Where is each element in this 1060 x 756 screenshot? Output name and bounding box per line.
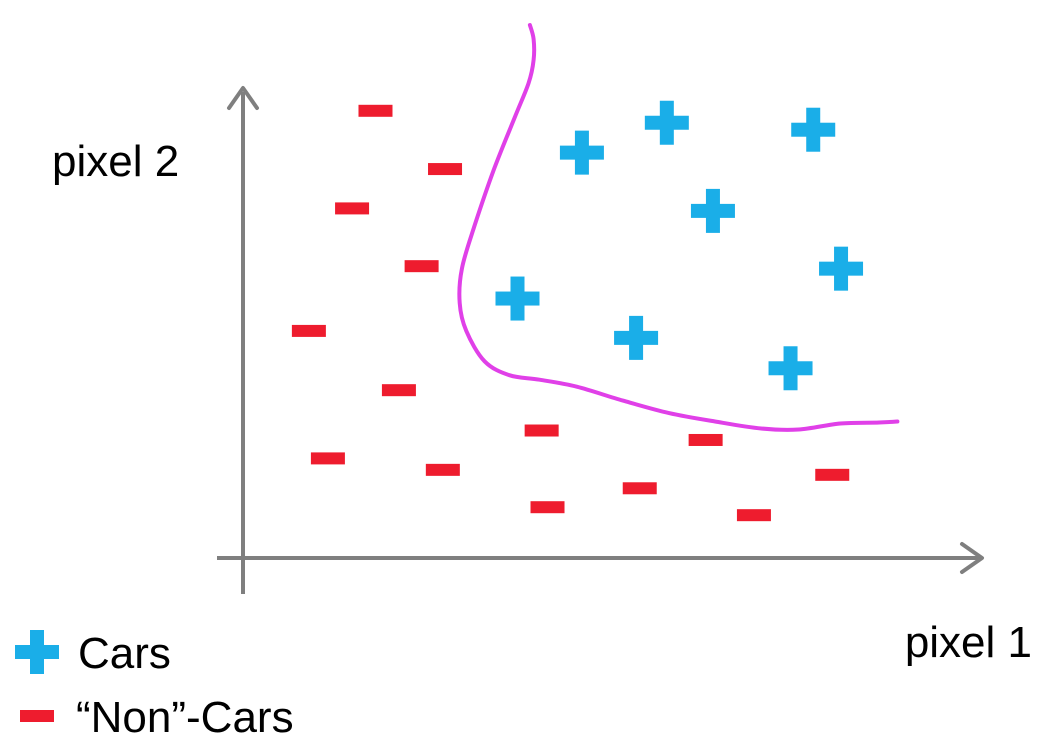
decision-boundary-curve: [457, 23, 900, 432]
car-point-2: [559, 130, 604, 175]
axes: [217, 86, 984, 594]
non-car-point-10: [530, 501, 565, 514]
y-axis-label: pixel 2: [52, 137, 179, 186]
non-car-point-13: [736, 509, 771, 522]
legend-label-non-cars: “Non”-Cars: [76, 693, 294, 742]
legend-plus-shape: [15, 630, 59, 674]
legend-item-cars: Cars: [15, 629, 171, 678]
legend-plus-marker-icon: [15, 630, 59, 674]
non-car-point-8: [425, 463, 460, 476]
y-axis-arrowhead: [227, 86, 259, 110]
legend: Cars “Non”-Cars: [15, 629, 294, 742]
car-point-1: [644, 100, 689, 145]
car-point-6: [495, 276, 540, 321]
x-axis-arrowhead: [960, 542, 984, 574]
legend-minus-shape: [20, 710, 54, 722]
legend-item-non-cars: “Non”-Cars: [20, 693, 294, 742]
non-car-point-3: [335, 202, 370, 215]
x-axis-label: pixel 1: [905, 618, 1032, 667]
non-car-point-12: [688, 433, 723, 446]
non-car-point-2: [428, 163, 463, 176]
non-car-point-7: [310, 452, 345, 465]
legend-minus-marker-icon: [20, 710, 54, 722]
legend-label-cars: Cars: [78, 629, 171, 678]
car-point-5: [819, 246, 864, 291]
non-car-point-9: [524, 424, 559, 437]
non-car-point-11: [622, 482, 657, 495]
car-point-3: [791, 107, 836, 152]
points-layer: [291, 100, 864, 522]
non-car-point-4: [404, 260, 439, 273]
non-car-point-14: [815, 468, 850, 481]
non-car-point-5: [291, 324, 326, 337]
decision-boundary-layer: [457, 23, 900, 432]
non-car-point-1: [358, 104, 393, 117]
car-point-8: [768, 346, 813, 391]
car-point-4: [690, 188, 735, 233]
non-car-point-6: [381, 384, 416, 397]
car-point-7: [614, 315, 659, 360]
